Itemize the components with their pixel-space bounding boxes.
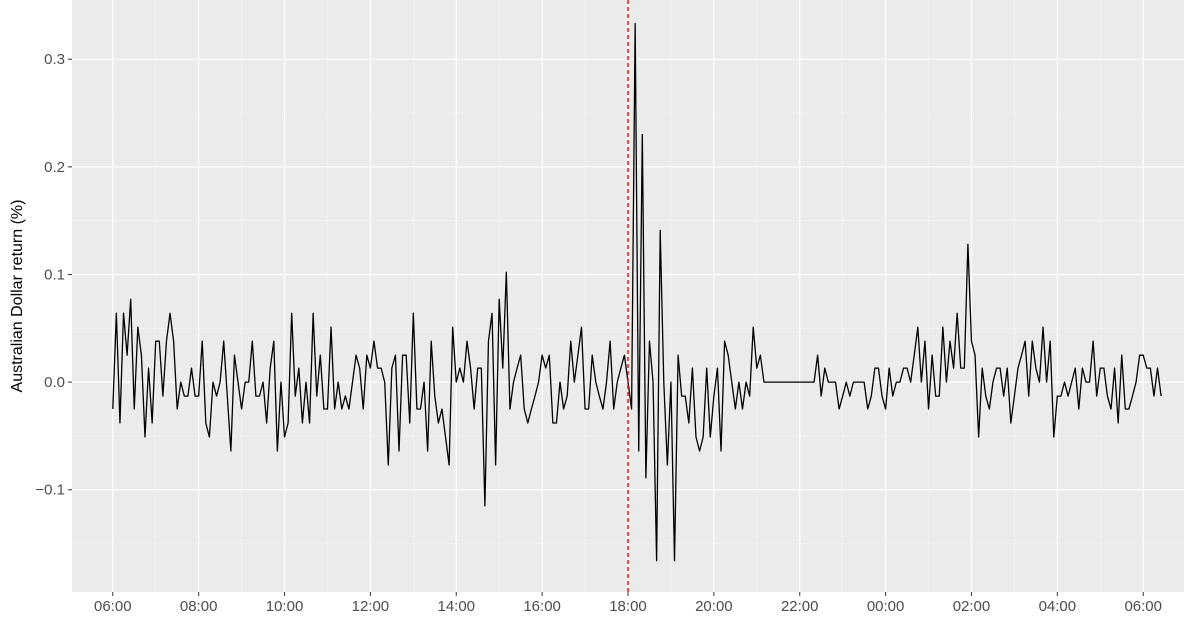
x-tick-label: 04:00	[1039, 598, 1077, 615]
x-tick-label: 18:00	[609, 598, 647, 615]
x-tick-label: 12:00	[352, 598, 390, 615]
x-axis: 06:00 08:00 10:00 12:00 14:00 16:00 18:00 20:00…	[94, 592, 1162, 615]
y-tick-label: 0.0	[44, 374, 65, 391]
y-tick-label: 0.2	[44, 159, 65, 176]
x-tick-label: 20:00	[695, 598, 733, 615]
y-tick-label: 0.3	[44, 51, 65, 68]
x-tick-label: 02:00	[953, 598, 991, 615]
x-tick-label: 10:00	[266, 598, 304, 615]
y-tick-label: −0.1	[35, 482, 65, 499]
y-axis-title: Australian Dollar return (%)	[9, 200, 26, 393]
series-line-aud-return	[112, 23, 1162, 562]
y-axis: −0.1 0.0 0.1 0.2 0.3	[35, 51, 72, 499]
x-tick-label: 22:00	[781, 598, 819, 615]
x-tick-label: 00:00	[867, 598, 905, 615]
x-tick-label: 14:00	[437, 598, 475, 615]
x-tick-label: 06:00	[94, 598, 132, 615]
x-tick-label: 16:00	[523, 598, 561, 615]
y-tick-label: 0.1	[44, 266, 65, 283]
x-tick-label: 08:00	[180, 598, 218, 615]
x-tick-label: 06:00	[1124, 598, 1162, 615]
